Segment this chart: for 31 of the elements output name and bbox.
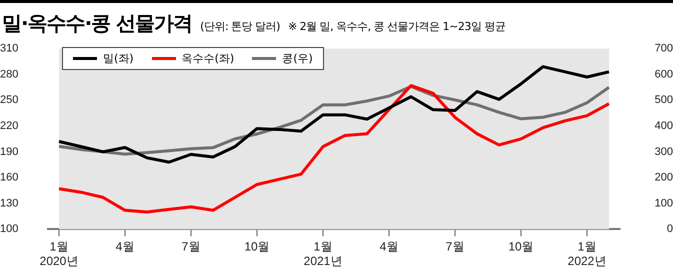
y-tick-label: 310: [0, 42, 18, 55]
x-tick-label: 10월: [244, 240, 270, 254]
y2-tick-label: 300: [654, 146, 673, 158]
y-tick-label: 130: [0, 197, 18, 210]
y2-tick-label: 500: [654, 94, 673, 106]
y-tick-label: 160: [0, 172, 18, 184]
y-tick-label: 280: [0, 68, 18, 80]
x-tick-label: 10월: [508, 240, 534, 254]
y2-tick-label: 700: [654, 42, 673, 55]
y-tick-label: 100: [0, 223, 18, 236]
x-tick-label: 4월: [116, 240, 134, 254]
y2-tick-label: 600: [654, 68, 673, 80]
chart-title: 밀·옥수수·콩 선물가격: [2, 10, 192, 37]
x-tick-label: 7월: [182, 240, 200, 254]
y-tick-label: 250: [0, 94, 18, 106]
y2-tick-label: 0: [666, 223, 673, 236]
x-tick-label: 1월 2022년: [568, 240, 606, 268]
x-tick-label: 1월 2021년: [304, 240, 342, 268]
legend-label: 콩(우): [282, 51, 313, 66]
legend-label: 밀(좌): [103, 51, 134, 66]
x-tick-label: 1월 2020년: [40, 240, 78, 268]
y-tick-label: 190: [0, 146, 18, 158]
y2-tick-label: 200: [654, 172, 673, 184]
y-tick-label: 220: [0, 120, 18, 132]
x-tick-label: 4월: [380, 240, 398, 254]
y2-tick-label: 100: [654, 197, 673, 210]
x-tick-label: 7월: [446, 240, 464, 254]
chart-subtitle: (단위: 톤당 달러): [200, 19, 280, 34]
legend-label: 옥수수(좌): [182, 51, 234, 66]
text: ※ 2월 밀, 옥수수, 콩 선물가격은 1~23일 평균: [288, 19, 506, 34]
y2-tick-label: 400: [654, 120, 673, 132]
